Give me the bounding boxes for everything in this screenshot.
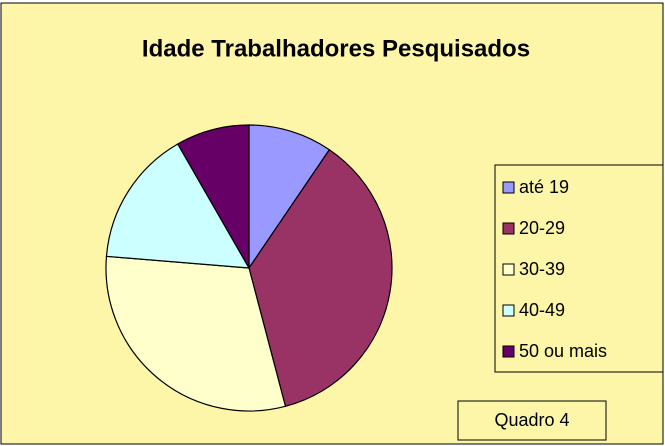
pie-slice	[105, 143, 251, 269]
pie-slice	[105, 255, 287, 412]
legend-swatch	[502, 222, 515, 235]
pie-slice	[248, 124, 331, 270]
legend-label: 50 ou mais	[519, 341, 607, 361]
annotation: Quadro 4	[494, 410, 569, 430]
legend-label: 30-39	[519, 259, 565, 279]
legend-label: 40-49	[519, 300, 565, 320]
legend-label: 20-29	[519, 218, 565, 238]
annotation-box	[457, 400, 607, 441]
legend-box	[494, 164, 664, 373]
legend-swatch	[502, 181, 515, 194]
legend-label: até 19	[519, 177, 569, 197]
legend-swatch	[502, 304, 515, 317]
chart-title: Idade Trabalhadores Pesquisados	[142, 35, 530, 62]
legend-swatch	[502, 345, 515, 358]
pie-slice	[248, 148, 393, 408]
legend-swatch	[502, 263, 515, 276]
pie-slice	[176, 124, 250, 271]
